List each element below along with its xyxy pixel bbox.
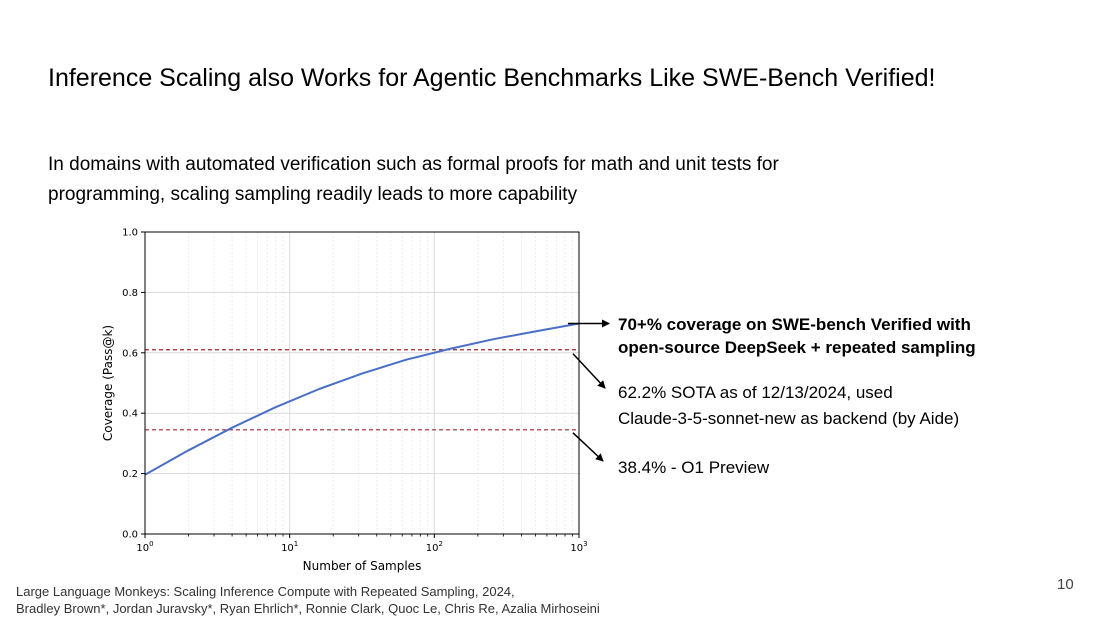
annotation-o1: 38.4% - O1 Preview (618, 456, 769, 479)
annotation-deepseek-line-1: 70+% coverage on SWE-bench Verified with (618, 315, 971, 334)
y-tick-label: 0.4 (122, 409, 138, 420)
y-axis-label: Coverage (Pass@k) (101, 325, 115, 441)
subtitle-line-2: programming, scaling sampling readily le… (48, 184, 578, 205)
x-tick-label: 100 (136, 540, 153, 554)
x-axis-label: Number of Samples (303, 559, 422, 573)
grid-layer (144, 231, 579, 535)
citation: Large Language Monkeys: Scaling Inferenc… (16, 583, 600, 617)
y-tick-label: 0.0 (122, 530, 138, 541)
y-tick-label: 0.2 (122, 469, 138, 480)
annotation-sota-line-2: Claude-3-5-sonnet-new as backend (by Aid… (618, 409, 960, 428)
citation-line-1: Large Language Monkeys: Scaling Inferenc… (16, 584, 515, 599)
x-tick-label: 102 (426, 540, 443, 554)
citation-line-2: Bradley Brown*, Jordan Juravsky*, Ryan E… (16, 601, 600, 616)
tick-layer: 0.0 0.2 0.4 0.6 0.8 1.0 100 101 102 103 (122, 228, 588, 555)
page-number: 10 (1057, 576, 1074, 593)
reference-lines (145, 349, 579, 431)
annotation-o1-line-1: 38.4% - O1 Preview (618, 458, 770, 477)
series-layer (144, 322, 580, 476)
slide-subtitle: In domains with automated verification s… (48, 150, 948, 210)
slide-title: Inference Scaling also Works for Agentic… (48, 64, 936, 92)
annotation-arrows (568, 319, 610, 462)
x-tick-label: 101 (281, 540, 298, 554)
annotation-sota: 62.2% SOTA as of 12/13/2024, used Claude… (618, 380, 959, 432)
annotation-sota-line-1: 62.2% SOTA as of 12/13/2024, used (618, 383, 893, 402)
subtitle-line-1: In domains with automated verification s… (48, 154, 779, 175)
plot-frame (144, 231, 580, 535)
y-tick-label: 0.8 (122, 288, 138, 299)
y-tick-label: 1.0 (122, 228, 138, 239)
arrow-to-sota (572, 353, 606, 389)
arrow-to-o1 (572, 432, 604, 462)
coverage-line (144, 322, 580, 476)
y-tick-label: 0.6 (122, 348, 138, 359)
x-tick-label: 103 (570, 540, 587, 554)
annotation-deepseek: 70+% coverage on SWE-bench Verified with… (618, 313, 976, 359)
annotation-deepseek-line-2: open-source DeepSeek + repeated sampling (618, 338, 976, 357)
